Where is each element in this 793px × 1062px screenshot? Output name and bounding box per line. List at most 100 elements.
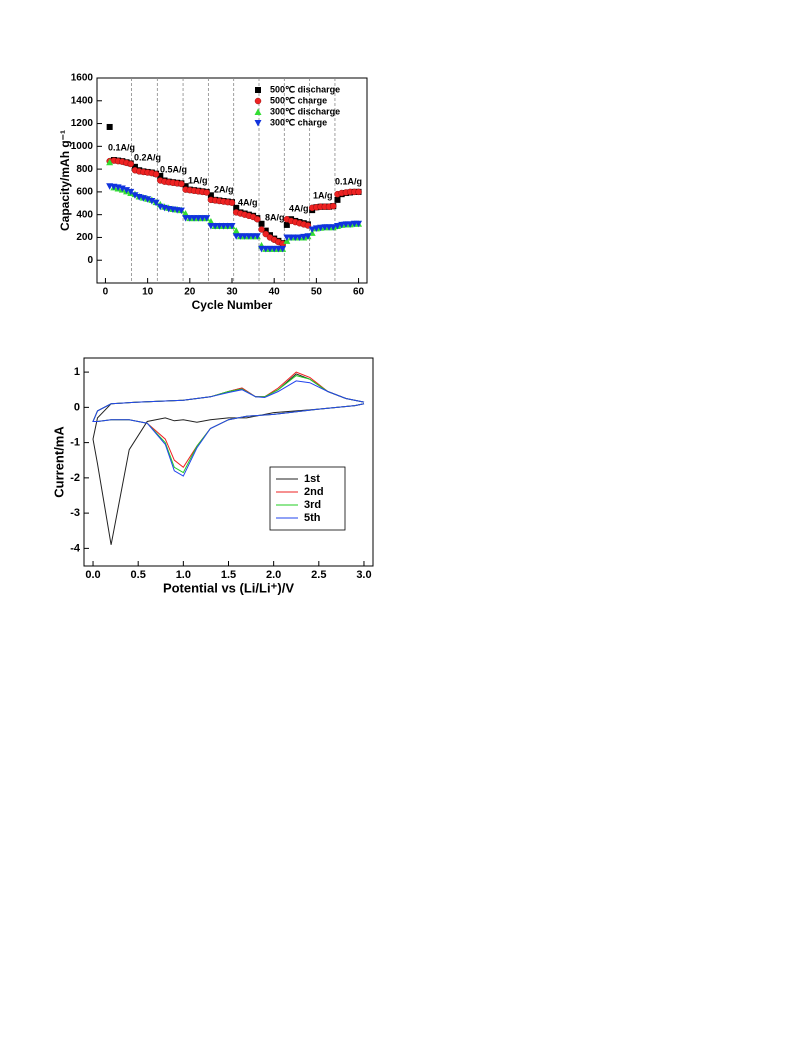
y-tick-label: 600 — [76, 187, 93, 198]
marker — [304, 233, 312, 240]
rate-label: 4A/g — [238, 197, 258, 207]
rate-label: 2A/g — [214, 184, 234, 194]
x-tick-label: 20 — [184, 287, 196, 298]
y-tick-label: -3 — [70, 507, 80, 519]
marker — [283, 221, 290, 228]
x-tick-label: 40 — [269, 287, 281, 298]
marker — [228, 223, 236, 230]
rate-label: 1A/g — [313, 190, 333, 200]
marker — [262, 227, 269, 234]
y-axis-label: Current/mA — [51, 426, 66, 498]
rate-label: 0.1A/g — [335, 176, 362, 186]
x-tick-label: 0.5 — [131, 569, 146, 581]
x-tick-label: 0.0 — [85, 569, 100, 581]
marker — [148, 198, 156, 205]
y-tick-label: -1 — [70, 437, 80, 449]
marker — [118, 185, 126, 192]
x-tick-label: 2.0 — [266, 569, 281, 581]
rate-label: 0.1A/g — [108, 142, 135, 152]
rate-label: 8A/g — [265, 212, 285, 222]
y-tick-label: 1200 — [71, 118, 94, 129]
marker — [254, 108, 262, 115]
marker — [258, 220, 265, 227]
legend-label: 500℃ charge — [270, 95, 327, 105]
x-tick-label: 60 — [353, 287, 365, 298]
legend-box — [269, 466, 346, 531]
marker — [333, 223, 341, 230]
marker — [262, 230, 269, 238]
x-tick-label: 10 — [142, 287, 154, 298]
marker — [152, 199, 160, 207]
marker — [144, 196, 152, 203]
y-tick-label: 1600 — [71, 73, 94, 84]
marker — [334, 196, 341, 203]
marker — [255, 87, 261, 93]
y-tick-label: -2 — [70, 472, 80, 484]
marker — [232, 227, 240, 234]
marker — [157, 172, 164, 179]
marker — [233, 204, 240, 211]
marker — [207, 218, 215, 225]
marker — [203, 189, 210, 196]
marker — [127, 160, 134, 168]
marker — [253, 233, 261, 240]
marker — [296, 234, 303, 241]
legend-label: 3rd — [304, 499, 321, 511]
y-tick-label: 1000 — [71, 141, 94, 152]
marker — [127, 188, 135, 196]
legend-label: 500℃ discharge — [270, 84, 340, 94]
x-axis-label: Cycle Number — [192, 298, 273, 312]
marker — [279, 245, 287, 253]
marker — [106, 123, 113, 130]
legend-label: 2nd — [304, 486, 324, 498]
x-tick-label: 50 — [311, 287, 323, 298]
rate-label: 0.2A/g — [134, 152, 161, 162]
marker — [329, 224, 337, 231]
marker — [254, 215, 261, 223]
y-axis-label: Capacity/mAh g⁻¹ — [58, 130, 72, 231]
y-tick-label: 400 — [76, 209, 93, 220]
x-tick-label: 2.5 — [311, 569, 326, 581]
rate-label: 1A/g — [188, 175, 208, 185]
cv-curve — [92, 380, 365, 477]
y-tick-label: 200 — [76, 232, 93, 243]
marker — [228, 199, 236, 206]
marker — [355, 220, 363, 228]
cv-curve — [92, 375, 365, 474]
marker — [330, 202, 337, 210]
marker — [258, 226, 265, 233]
y-tick-label: 0 — [74, 401, 80, 413]
marker — [106, 158, 114, 166]
y-tick-label: 1400 — [71, 95, 94, 106]
y-tick-label: 1 — [74, 366, 80, 378]
legend-label: 300℃ charge — [270, 117, 327, 127]
legend-label: 5th — [304, 512, 321, 524]
rate-label: 4A/g — [289, 203, 309, 213]
marker — [207, 192, 214, 199]
legend-label: 1st — [304, 473, 320, 485]
x-tick-label: 3.0 — [356, 569, 371, 581]
y-tick-label: 0 — [87, 255, 93, 266]
x-tick-label: 1.5 — [221, 569, 236, 581]
marker — [177, 207, 185, 215]
marker — [203, 215, 211, 222]
marker — [254, 120, 262, 127]
marker — [338, 221, 346, 229]
marker — [355, 188, 362, 196]
rate-label: 0.5A/g — [160, 164, 187, 174]
marker — [346, 221, 354, 228]
x-axis-label: Potential vs (Li/Li⁺)/V — [163, 580, 294, 595]
marker — [152, 170, 160, 178]
marker — [123, 187, 131, 194]
marker — [300, 233, 308, 241]
x-tick-label: 0 — [103, 287, 109, 298]
marker — [308, 226, 316, 233]
legend-label: 300℃ discharge — [270, 106, 340, 116]
marker — [317, 224, 325, 232]
x-tick-label: 1.0 — [176, 569, 191, 581]
marker — [254, 97, 262, 105]
marker — [131, 163, 138, 170]
marker — [182, 210, 190, 217]
